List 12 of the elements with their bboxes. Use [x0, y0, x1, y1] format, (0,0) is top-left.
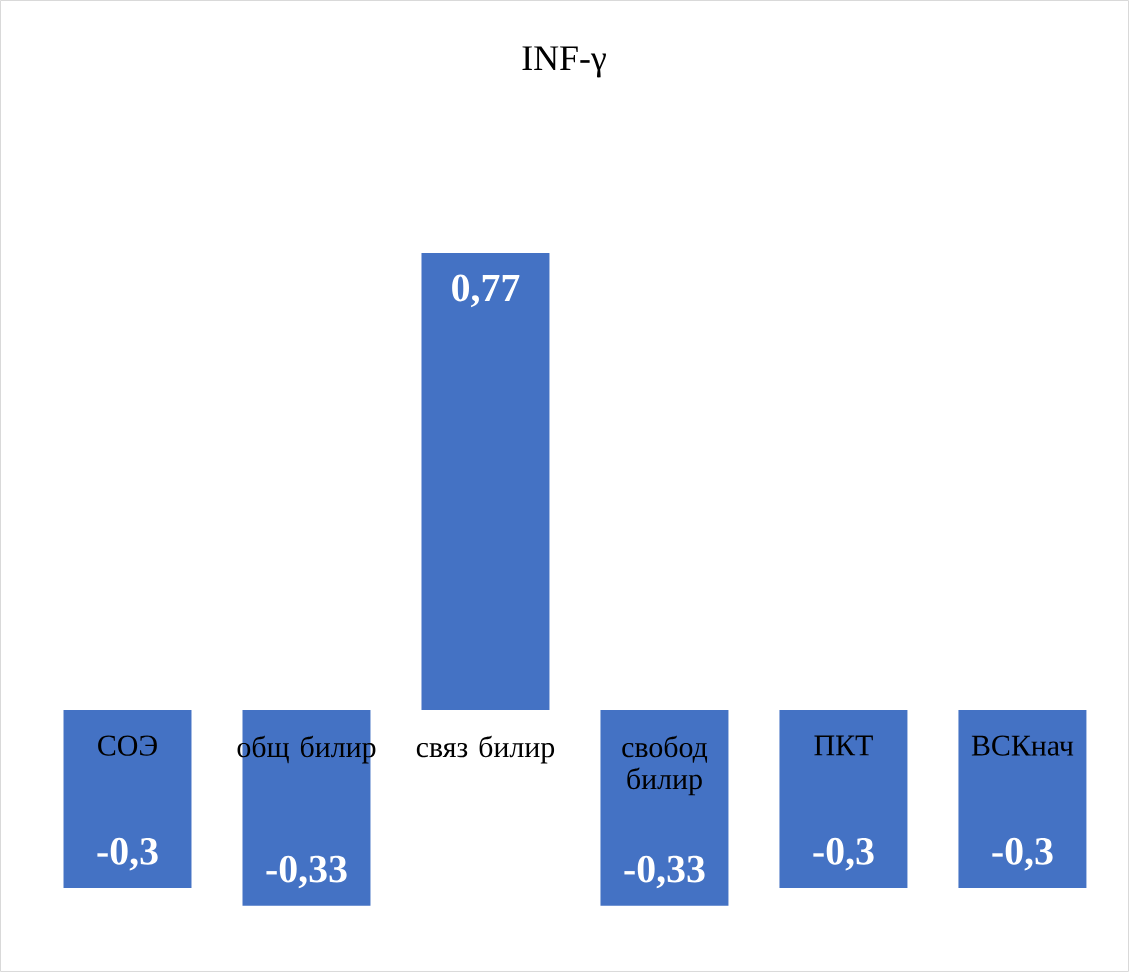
x-tick-label: свобод билир [622, 735, 708, 796]
data-label: -0,3 [813, 837, 874, 871]
x-tick-label: ВСКнач [971, 735, 1074, 756]
data-label: 0,77 [452, 274, 520, 308]
data-label: -0,33 [624, 855, 705, 889]
x-tick-label: СОЭ [98, 735, 157, 756]
x-tick-label: связ билир [416, 735, 555, 764]
data-label: -0,3 [97, 837, 158, 871]
x-tick-label: ПКТ [814, 735, 873, 756]
data-label: -0,3 [992, 837, 1053, 871]
data-label: -0,33 [266, 855, 347, 889]
chart-title: INF-γ [522, 46, 606, 78]
